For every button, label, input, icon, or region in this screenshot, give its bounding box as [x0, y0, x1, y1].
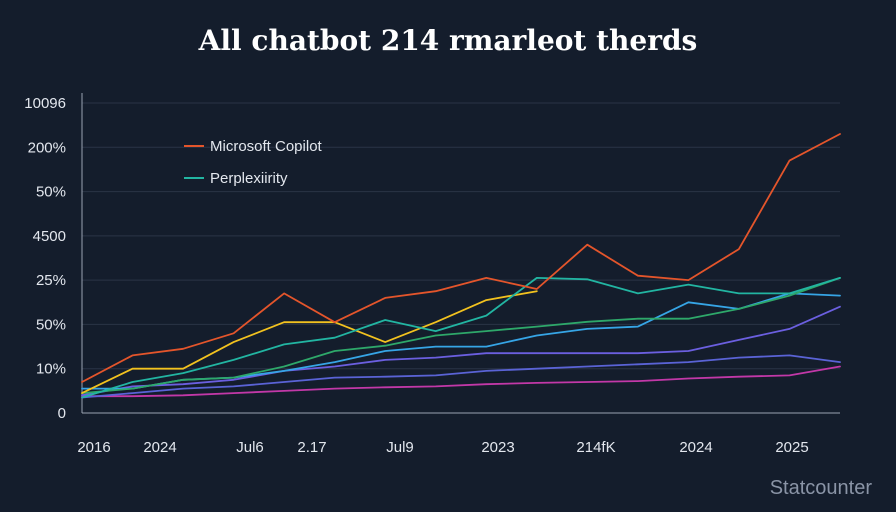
x-tick-label: 2025: [775, 439, 808, 456]
x-tick-label: Jul6: [236, 439, 264, 456]
chart-title: All chatbot 214 rmarleot therds: [198, 24, 698, 57]
y-tick-label: 25%: [36, 272, 66, 289]
series-line-microsoft-copilot: [81, 133, 841, 383]
x-tick-label: Jul9: [386, 439, 414, 456]
series-line-purple-series: [81, 354, 841, 399]
x-tick-label: 2024: [143, 439, 176, 456]
y-tick-label: 200%: [28, 139, 66, 156]
watermark: Statcounter: [769, 477, 872, 499]
y-tick-label: 10%: [36, 361, 66, 378]
x-tick-label: 2016: [77, 439, 110, 456]
y-tick-label: 50%: [36, 316, 66, 333]
y-tick-label: 10096: [24, 95, 66, 112]
series-line-yellow-series: [81, 290, 538, 394]
legend-label: Perplexiirity: [210, 170, 288, 187]
y-tick-label: 50%: [36, 184, 66, 201]
x-tick-label: 214fK: [576, 439, 615, 456]
x-tick-label: 2.17: [297, 439, 326, 456]
legend-label: Microsoft Copilot: [210, 138, 323, 155]
y-tick-label: 4500: [33, 228, 66, 245]
series-line-light-blue-series: [81, 292, 841, 390]
series-line-green-series: [81, 277, 841, 394]
series-line-violet-series: [81, 305, 841, 397]
series-line-magenta-series: [81, 365, 841, 398]
y-tick-label: 0: [58, 405, 66, 422]
x-tick-label: 2023: [481, 439, 514, 456]
x-tick-label: 2024: [679, 439, 712, 456]
series-line-perplexiirity: [81, 277, 841, 399]
